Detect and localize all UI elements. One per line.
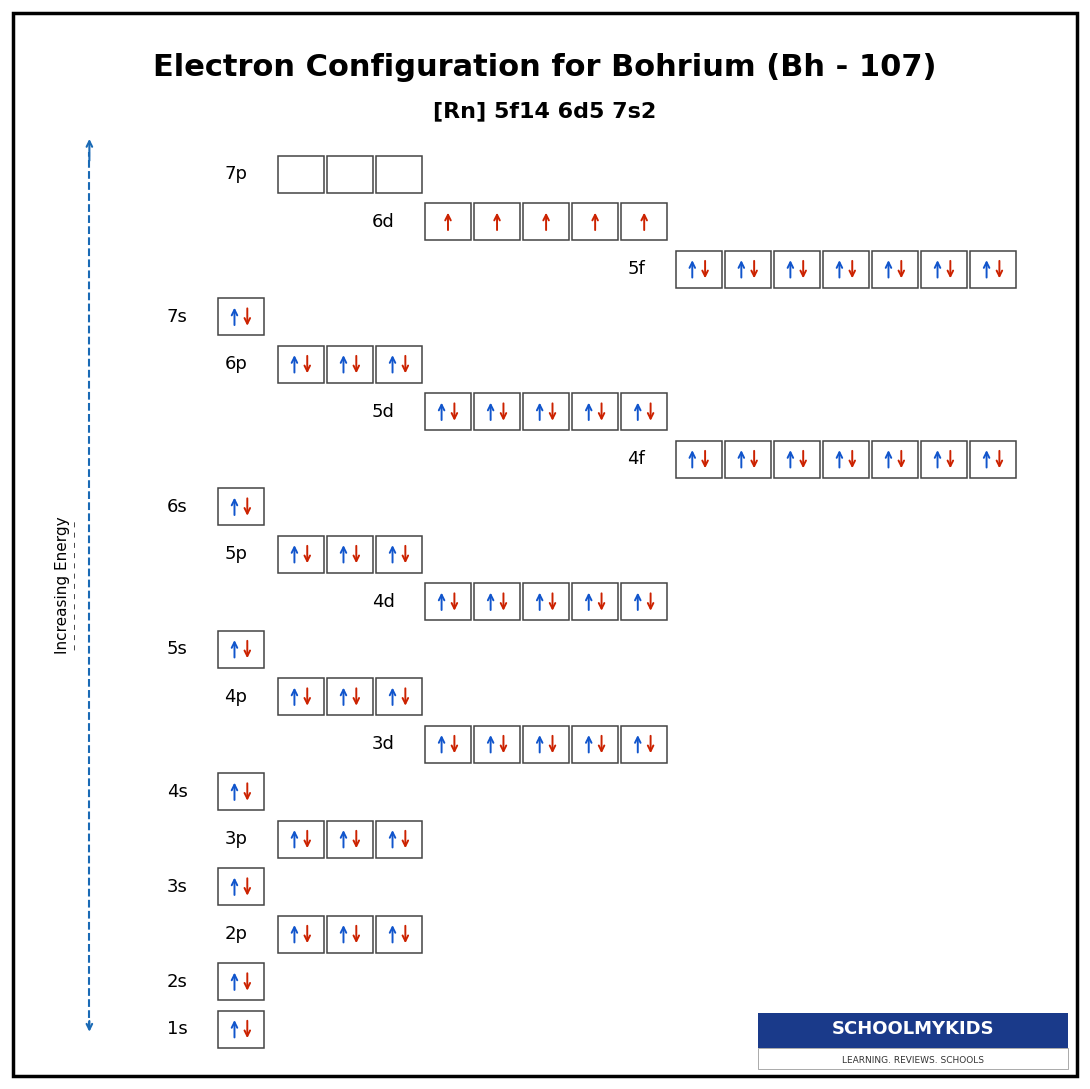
Bar bbox=[278, 536, 324, 573]
Bar bbox=[376, 156, 422, 193]
Bar bbox=[425, 393, 471, 430]
Bar bbox=[523, 584, 569, 621]
Text: 3p: 3p bbox=[225, 830, 247, 848]
Bar bbox=[474, 204, 520, 241]
Bar bbox=[278, 916, 324, 953]
Bar bbox=[774, 441, 820, 478]
Bar bbox=[218, 488, 264, 525]
Text: 5p: 5p bbox=[225, 546, 247, 563]
Text: 2p: 2p bbox=[225, 926, 247, 943]
Bar bbox=[218, 631, 264, 668]
Bar bbox=[218, 298, 264, 335]
Text: 4p: 4p bbox=[225, 687, 247, 706]
Bar bbox=[376, 916, 422, 953]
Text: Electron Configuration for Bohrium (Bh - 107): Electron Configuration for Bohrium (Bh -… bbox=[154, 53, 936, 82]
Text: Increasing Energy: Increasing Energy bbox=[54, 516, 70, 654]
Bar bbox=[572, 204, 618, 241]
Bar bbox=[676, 250, 722, 287]
Bar bbox=[327, 345, 373, 382]
Bar bbox=[327, 821, 373, 858]
Bar bbox=[327, 536, 373, 573]
Bar bbox=[523, 393, 569, 430]
Bar bbox=[474, 393, 520, 430]
Bar bbox=[872, 441, 918, 478]
Bar bbox=[921, 441, 967, 478]
Bar bbox=[676, 441, 722, 478]
Bar bbox=[921, 250, 967, 287]
Text: 2s: 2s bbox=[167, 972, 187, 991]
Bar bbox=[327, 156, 373, 193]
Bar bbox=[425, 725, 471, 762]
Text: 4f: 4f bbox=[628, 450, 645, 468]
Bar bbox=[278, 678, 324, 715]
Bar bbox=[376, 678, 422, 715]
Bar bbox=[572, 393, 618, 430]
Text: 4d: 4d bbox=[372, 592, 395, 611]
Bar bbox=[218, 963, 264, 1000]
Bar bbox=[278, 345, 324, 382]
Bar bbox=[621, 393, 667, 430]
Bar bbox=[327, 916, 373, 953]
Bar bbox=[725, 441, 771, 478]
Bar bbox=[758, 1048, 1068, 1069]
Bar bbox=[327, 678, 373, 715]
Text: 3s: 3s bbox=[167, 878, 187, 895]
Text: 6p: 6p bbox=[225, 355, 247, 374]
Bar bbox=[823, 250, 869, 287]
Text: [Rn] 5f14 6d5 7s2: [Rn] 5f14 6d5 7s2 bbox=[434, 101, 656, 121]
Bar bbox=[218, 773, 264, 810]
Bar bbox=[572, 584, 618, 621]
Bar bbox=[970, 250, 1016, 287]
Bar bbox=[774, 250, 820, 287]
Bar bbox=[278, 156, 324, 193]
Text: 1s: 1s bbox=[167, 1020, 187, 1038]
Bar bbox=[621, 584, 667, 621]
Bar bbox=[376, 821, 422, 858]
Text: 5f: 5f bbox=[628, 260, 645, 278]
Bar bbox=[376, 536, 422, 573]
Bar bbox=[621, 204, 667, 241]
Bar bbox=[621, 725, 667, 762]
Text: 5s: 5s bbox=[167, 640, 187, 658]
Text: 6d: 6d bbox=[372, 212, 395, 231]
Bar bbox=[523, 725, 569, 762]
Bar bbox=[474, 584, 520, 621]
Text: SCHOOLMYKIDS: SCHOOLMYKIDS bbox=[832, 1019, 994, 1038]
Text: – – – – – – – – – – – – –: – – – – – – – – – – – – – bbox=[69, 521, 82, 650]
Text: LEARNING. REVIEWS. SCHOOLS: LEARNING. REVIEWS. SCHOOLS bbox=[841, 1056, 984, 1065]
Bar bbox=[218, 1011, 264, 1048]
Text: 5d: 5d bbox=[372, 403, 395, 420]
Bar bbox=[278, 821, 324, 858]
Bar bbox=[725, 250, 771, 287]
Text: 3d: 3d bbox=[372, 735, 395, 754]
Bar bbox=[474, 725, 520, 762]
Bar bbox=[572, 725, 618, 762]
Bar bbox=[425, 584, 471, 621]
Text: 7s: 7s bbox=[167, 308, 187, 326]
Bar bbox=[523, 204, 569, 241]
Bar bbox=[376, 345, 422, 382]
Bar bbox=[872, 250, 918, 287]
Bar bbox=[823, 441, 869, 478]
Bar bbox=[218, 868, 264, 905]
Text: 4s: 4s bbox=[167, 783, 187, 800]
Text: 6s: 6s bbox=[167, 498, 187, 516]
Text: 7p: 7p bbox=[225, 166, 247, 183]
Bar bbox=[758, 1013, 1068, 1048]
Bar bbox=[425, 204, 471, 241]
Bar bbox=[970, 441, 1016, 478]
